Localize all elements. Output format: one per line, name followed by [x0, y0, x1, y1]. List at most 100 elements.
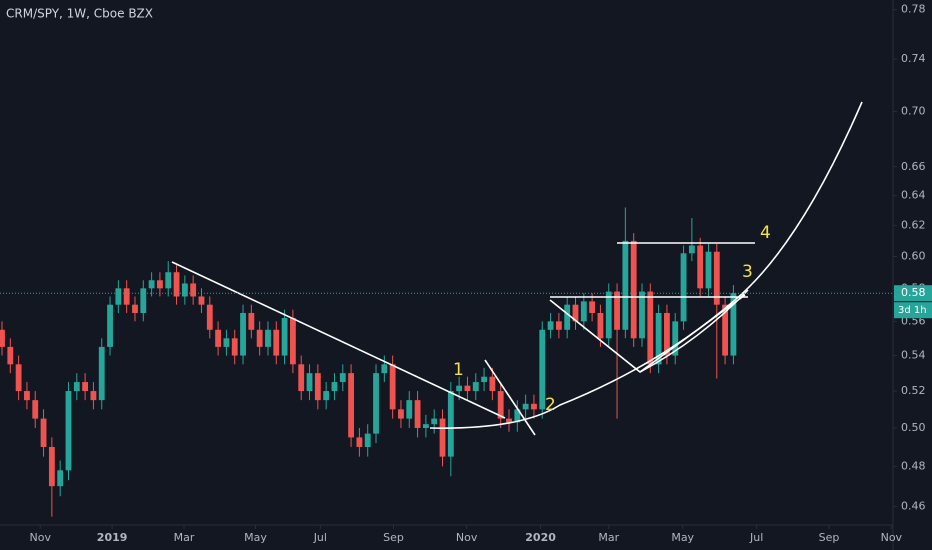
annotation: 1: [453, 360, 464, 380]
candle-body: [181, 283, 188, 297]
candle-body: [514, 409, 521, 423]
candle-body: [323, 391, 330, 401]
candle-body: [0, 329, 5, 347]
candle-body: [306, 373, 313, 392]
candle-body: [622, 240, 629, 330]
plot-area: [0, 207, 737, 517]
x-tick-label: Nov: [29, 531, 51, 544]
candle-body: [456, 385, 463, 392]
candle-body: [273, 329, 280, 356]
annotation: 2: [545, 395, 556, 415]
candle-body: [672, 321, 679, 356]
candle-body: [439, 418, 446, 457]
candle-body: [15, 364, 22, 392]
candle-body: [539, 329, 546, 410]
candle-body: [115, 288, 122, 305]
candle-body: [48, 446, 55, 487]
candle-body: [57, 470, 64, 487]
candle-body: [464, 385, 471, 392]
chart-title: CRM/SPY, 1W, Cboe BZX: [6, 7, 153, 21]
candle-body: [522, 403, 529, 410]
candle-body: [497, 391, 504, 419]
x-tick-label: Nov: [881, 531, 903, 544]
y-tick-label: 0.50: [901, 421, 926, 434]
price-label-box: [894, 285, 932, 302]
y-tick-label: 0.52: [901, 384, 926, 397]
candle-body: [481, 376, 487, 383]
candle-body: [132, 304, 138, 313]
candle-body: [314, 373, 321, 401]
candle-body: [24, 391, 30, 401]
candle-body: [472, 382, 479, 392]
candle-body: [531, 403, 537, 410]
candle-body: [572, 304, 579, 322]
x-tick-label: Sep: [819, 531, 840, 544]
candle-body: [281, 317, 288, 356]
drawings: [171, 101, 863, 436]
candle-body: [90, 391, 97, 401]
candle-body: [339, 373, 346, 383]
y-tick-label: 0.66: [901, 160, 926, 173]
candle-body: [389, 364, 396, 410]
candle-body: [639, 291, 645, 339]
candle-body: [356, 437, 363, 447]
candle-body: [73, 382, 80, 392]
candle-body: [165, 272, 172, 289]
candle-body: [730, 293, 737, 356]
candle-body: [630, 240, 637, 339]
y-tick-label: 0.74: [901, 52, 926, 65]
candle-body: [98, 346, 105, 401]
countdown-box: [894, 302, 932, 319]
candle-body: [123, 288, 130, 305]
candle-body: [348, 373, 354, 438]
candle-body: [256, 329, 263, 347]
x-tick-label: Sep: [383, 531, 404, 544]
trend-line: [171, 261, 506, 419]
candle-body: [373, 373, 379, 434]
x-tick-label: Jul: [313, 531, 327, 544]
candle-body: [364, 433, 371, 447]
annotation: 3: [742, 262, 753, 282]
x-tick-label: Mar: [598, 531, 619, 544]
x-tick-label: May: [671, 531, 694, 544]
candle-body: [406, 400, 413, 419]
candle-body: [289, 317, 296, 365]
candle-body: [65, 391, 72, 471]
trend-curve: [639, 289, 749, 373]
candle-body: [547, 321, 554, 330]
y-tick-label: 0.70: [901, 104, 926, 117]
candle-body: [431, 418, 438, 425]
candle-body: [580, 301, 587, 322]
x-tick-label: 2020: [525, 531, 556, 544]
candle-body: [331, 382, 338, 392]
candle-body: [655, 312, 662, 365]
y-tick-label: 0.54: [901, 349, 926, 362]
y-tick-label: 0.64: [901, 189, 926, 202]
candle-body: [82, 382, 89, 392]
y-tick-label: 0.46: [901, 499, 926, 512]
annotation: 4: [760, 223, 771, 243]
candle-body: [447, 391, 454, 457]
candle-body: [697, 245, 704, 289]
x-tick-label: May: [244, 531, 267, 544]
candle-body: [647, 291, 654, 365]
trend-line: [484, 359, 536, 436]
candle-body: [7, 346, 14, 365]
candle-body: [705, 251, 712, 289]
candle-body: [298, 364, 305, 392]
x-tick-label: 2019: [97, 531, 128, 544]
candle-body: [223, 338, 230, 347]
candle-body: [248, 312, 255, 330]
x-tick-label: Nov: [456, 531, 478, 544]
candle-body: [713, 251, 720, 305]
candle-body: [40, 418, 47, 447]
candle-body: [597, 312, 604, 339]
candle-body: [190, 283, 197, 297]
candle-body: [173, 272, 180, 297]
candle-body: [564, 304, 571, 330]
candle-body: [489, 376, 496, 392]
candle-body: [32, 400, 39, 419]
candle-body: [398, 409, 404, 419]
